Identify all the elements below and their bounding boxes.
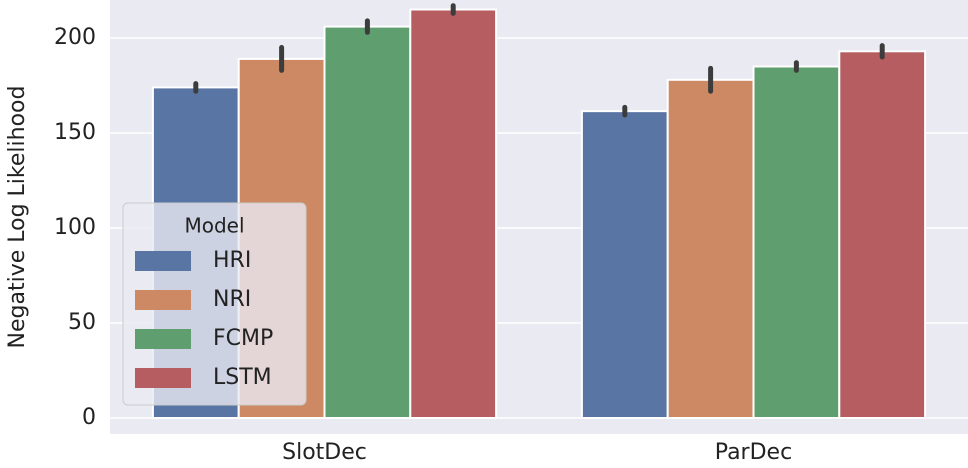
bar <box>752 65 841 419</box>
legend-label: LSTM <box>213 365 272 390</box>
y-tick-label: 50 <box>68 310 96 335</box>
bar <box>323 25 412 419</box>
bar <box>666 78 755 420</box>
legend-label: HRI <box>213 248 251 273</box>
legend-title: Model <box>184 214 244 238</box>
y-axis-label: Negative Log Likelihood <box>5 86 30 349</box>
legend-swatch <box>135 290 191 310</box>
x-tick-label: ParDec <box>715 440 792 465</box>
y-tick-label: 150 <box>54 120 96 145</box>
legend-label: FCMP <box>213 326 273 351</box>
x-tick-label: SlotDec <box>282 440 367 465</box>
legend-label: NRI <box>213 287 251 312</box>
legend-swatch <box>135 251 191 271</box>
legend-swatch <box>135 368 191 388</box>
y-tick-label: 100 <box>54 215 96 240</box>
bar <box>838 50 927 420</box>
y-tick-label: 200 <box>54 25 96 50</box>
bar <box>580 110 669 420</box>
bar <box>409 8 498 419</box>
legend-swatch <box>135 329 191 349</box>
y-tick-label: 0 <box>82 405 96 430</box>
